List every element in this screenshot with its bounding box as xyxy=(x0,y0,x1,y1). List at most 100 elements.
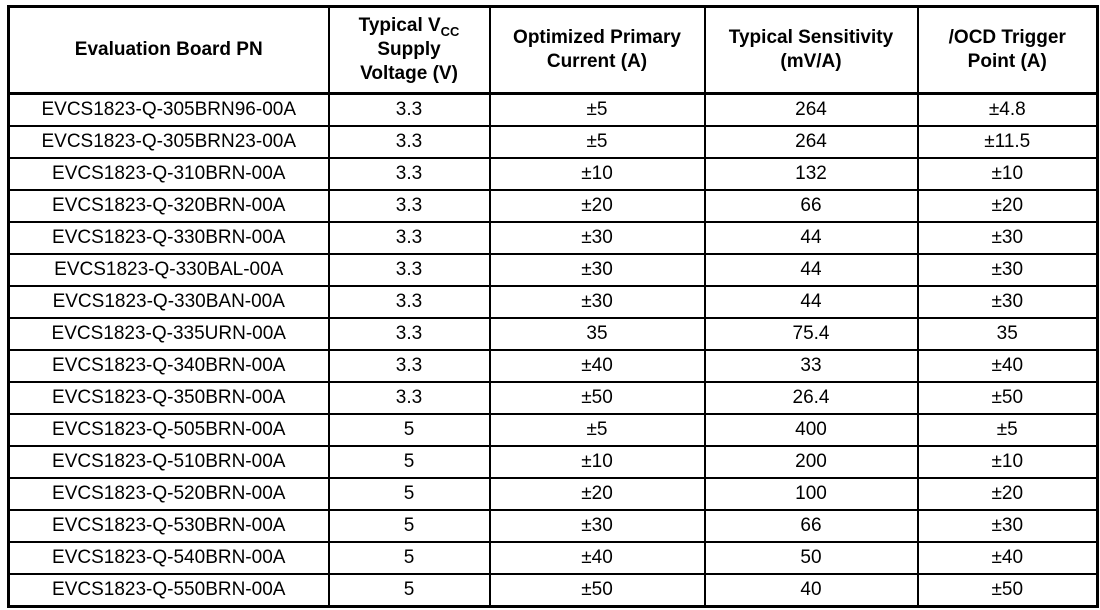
cell-sensitivity: 400 xyxy=(703,413,919,447)
cell-ocd: ±50 xyxy=(916,573,1099,608)
cell-current: ±30 xyxy=(488,221,706,255)
col-header-ocd-trigger-point: /OCD Trigger Point (A) xyxy=(916,5,1099,95)
col-header-evaluation-board-pn: Evaluation Board PN xyxy=(7,5,330,95)
table-row: EVCS1823-Q-510BRN-00A 5 ±10 200 ±10 xyxy=(7,445,1099,479)
table-row: EVCS1823-Q-320BRN-00A 3.3 ±20 66 ±20 xyxy=(7,189,1099,223)
cell-current: ±20 xyxy=(488,477,706,511)
cell-pn: EVCS1823-Q-310BRN-00A xyxy=(7,157,330,191)
cell-sensitivity: 26.4 xyxy=(703,381,919,415)
cell-vcc: 3.3 xyxy=(327,285,491,319)
cell-ocd: ±30 xyxy=(916,253,1099,287)
cell-current: ±50 xyxy=(488,381,706,415)
cell-vcc: 3.3 xyxy=(327,125,491,159)
cell-pn: EVCS1823-Q-335URN-00A xyxy=(7,317,330,351)
table-row: EVCS1823-Q-310BRN-00A 3.3 ±10 132 ±10 xyxy=(7,157,1099,191)
table-row: EVCS1823-Q-550BRN-00A 5 ±50 40 ±50 xyxy=(7,573,1099,608)
cell-sensitivity: 40 xyxy=(703,573,919,608)
cell-sensitivity: 75.4 xyxy=(703,317,919,351)
cell-sensitivity: 132 xyxy=(703,157,919,191)
table-row: EVCS1823-Q-340BRN-00A 3.3 ±40 33 ±40 xyxy=(7,349,1099,383)
cell-ocd: ±30 xyxy=(916,221,1099,255)
vcc-header-prefix: Typical V xyxy=(358,15,441,36)
vcc-header-line2: Supply xyxy=(377,39,441,60)
cell-pn: EVCS1823-Q-550BRN-00A xyxy=(7,573,330,608)
cell-vcc: 5 xyxy=(327,413,491,447)
cell-pn: EVCS1823-Q-330BAL-00A xyxy=(7,253,330,287)
vcc-subscript: CC xyxy=(440,23,460,39)
cell-ocd: ±50 xyxy=(916,381,1099,415)
cell-vcc: 5 xyxy=(327,477,491,511)
table-row: EVCS1823-Q-330BAN-00A 3.3 ±30 44 ±30 xyxy=(7,285,1099,319)
cell-pn: EVCS1823-Q-505BRN-00A xyxy=(7,413,330,447)
cell-ocd: ±10 xyxy=(916,445,1099,479)
evaluation-board-table: Evaluation Board PN Typical VCC Supply V… xyxy=(7,5,1099,608)
table-row: EVCS1823-Q-505BRN-00A 5 ±5 400 ±5 xyxy=(7,413,1099,447)
cell-current: 35 xyxy=(488,317,706,351)
cell-pn: EVCS1823-Q-520BRN-00A xyxy=(7,477,330,511)
cell-vcc: 3.3 xyxy=(327,381,491,415)
cell-sensitivity: 50 xyxy=(703,541,919,575)
cell-current: ±10 xyxy=(488,157,706,191)
cell-sensitivity: 100 xyxy=(703,477,919,511)
cell-pn: EVCS1823-Q-350BRN-00A xyxy=(7,381,330,415)
cell-sensitivity: 44 xyxy=(703,253,919,287)
cell-pn: EVCS1823-Q-540BRN-00A xyxy=(7,541,330,575)
table-row: EVCS1823-Q-305BRN23-00A 3.3 ±5 264 ±11.5 xyxy=(7,125,1099,159)
table-row: EVCS1823-Q-330BAL-00A 3.3 ±30 44 ±30 xyxy=(7,253,1099,287)
cell-ocd: ±30 xyxy=(916,509,1099,543)
cell-current: ±20 xyxy=(488,189,706,223)
cell-current: ±5 xyxy=(488,413,706,447)
cell-vcc: 3.3 xyxy=(327,221,491,255)
cell-sensitivity: 66 xyxy=(703,509,919,543)
cell-vcc: 3.3 xyxy=(327,349,491,383)
cell-vcc: 3.3 xyxy=(327,92,491,127)
table-body: EVCS1823-Q-305BRN96-00A 3.3 ±5 264 ±4.8 EVCS1… xyxy=(7,92,1099,608)
cell-vcc: 5 xyxy=(327,541,491,575)
vcc-header-line3: Voltage (V) xyxy=(360,63,458,84)
cell-vcc: 5 xyxy=(327,445,491,479)
col-header-typical-sensitivity: Typical Sensitivity (mV/A) xyxy=(703,5,919,95)
cell-sensitivity: 264 xyxy=(703,92,919,127)
cell-ocd: 35 xyxy=(916,317,1099,351)
cell-vcc: 5 xyxy=(327,509,491,543)
cell-sensitivity: 200 xyxy=(703,445,919,479)
cell-vcc: 3.3 xyxy=(327,157,491,191)
cell-vcc: 3.3 xyxy=(327,317,491,351)
cell-pn: EVCS1823-Q-305BRN23-00A xyxy=(7,125,330,159)
cell-ocd: ±30 xyxy=(916,285,1099,319)
cell-current: ±5 xyxy=(488,125,706,159)
cell-current: ±40 xyxy=(488,541,706,575)
cell-sensitivity: 66 xyxy=(703,189,919,223)
cell-pn: EVCS1823-Q-510BRN-00A xyxy=(7,445,330,479)
cell-current: ±5 xyxy=(488,92,706,127)
cell-sensitivity: 44 xyxy=(703,285,919,319)
table-row: EVCS1823-Q-305BRN96-00A 3.3 ±5 264 ±4.8 xyxy=(7,92,1099,127)
table-row: EVCS1823-Q-520BRN-00A 5 ±20 100 ±20 xyxy=(7,477,1099,511)
cell-ocd: ±10 xyxy=(916,157,1099,191)
cell-current: ±30 xyxy=(488,253,706,287)
cell-ocd: ±5 xyxy=(916,413,1099,447)
cell-vcc: 5 xyxy=(327,573,491,608)
col-header-vcc-supply-voltage: Typical VCC Supply Voltage (V) xyxy=(327,5,491,95)
table-row: EVCS1823-Q-540BRN-00A 5 ±40 50 ±40 xyxy=(7,541,1099,575)
cell-ocd: ±40 xyxy=(916,349,1099,383)
cell-pn: EVCS1823-Q-330BAN-00A xyxy=(7,285,330,319)
cell-ocd: ±11.5 xyxy=(916,125,1099,159)
cell-ocd: ±4.8 xyxy=(916,92,1099,127)
col-header-optimized-primary-current: Optimized Primary Current (A) xyxy=(488,5,706,95)
table-header-row: Evaluation Board PN Typical VCC Supply V… xyxy=(7,5,1099,95)
cell-sensitivity: 33 xyxy=(703,349,919,383)
cell-current: ±10 xyxy=(488,445,706,479)
cell-vcc: 3.3 xyxy=(327,253,491,287)
datasheet-page: Evaluation Board PN Typical VCC Supply V… xyxy=(0,5,1100,610)
cell-pn: EVCS1823-Q-530BRN-00A xyxy=(7,509,330,543)
cell-pn: EVCS1823-Q-340BRN-00A xyxy=(7,349,330,383)
table-row: EVCS1823-Q-350BRN-00A 3.3 ±50 26.4 ±50 xyxy=(7,381,1099,415)
cell-current: ±30 xyxy=(488,509,706,543)
cell-ocd: ±40 xyxy=(916,541,1099,575)
cell-current: ±30 xyxy=(488,285,706,319)
cell-sensitivity: 264 xyxy=(703,125,919,159)
cell-sensitivity: 44 xyxy=(703,221,919,255)
cell-current: ±50 xyxy=(488,573,706,608)
table-row: EVCS1823-Q-335URN-00A 3.3 35 75.4 35 xyxy=(7,317,1099,351)
